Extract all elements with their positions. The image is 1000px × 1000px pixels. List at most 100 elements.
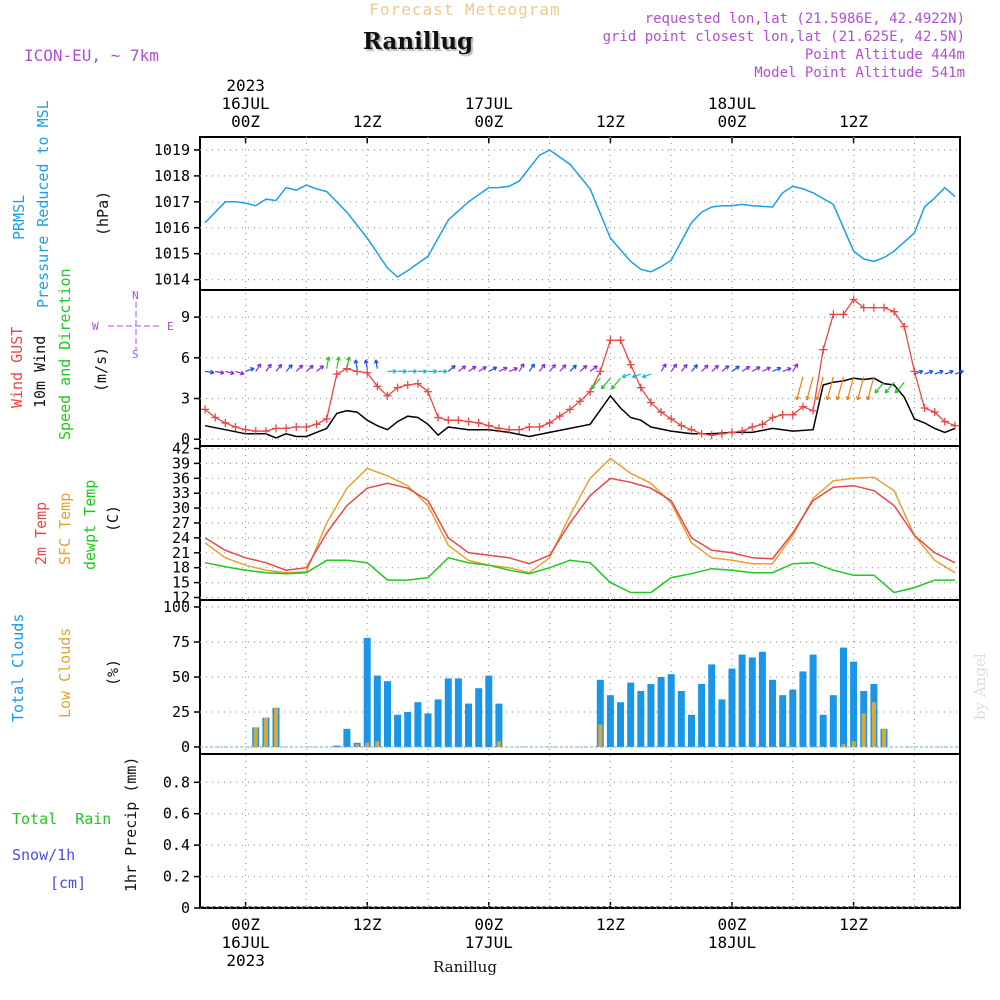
ytick-wind: 0	[181, 430, 190, 448]
wind-arrow	[353, 359, 359, 369]
bar-total_clouds	[779, 695, 787, 747]
wind-arrow	[518, 363, 525, 372]
ytick-precip: 0.6	[163, 805, 190, 823]
series-wind_gust	[204, 298, 956, 436]
wind-gust-label: Wind GUST	[8, 327, 26, 408]
wind-arrow	[245, 367, 255, 372]
ytick-pressure: 1014	[154, 271, 190, 289]
wind-arrow	[235, 370, 245, 376]
bar-total_clouds	[657, 677, 665, 747]
wind-arrow	[782, 367, 792, 372]
wind-arrow	[559, 364, 567, 372]
point-altitude: Point Altitude 444m	[805, 47, 965, 63]
wind-arrow	[335, 356, 341, 369]
bar-low_clouds	[861, 713, 866, 747]
grid-lines	[194, 137, 960, 909]
ytick-temp: 42	[172, 439, 190, 457]
bottom-time-label: 2023	[226, 951, 265, 970]
gust-marker	[282, 424, 291, 433]
bar-low_clouds	[882, 728, 886, 747]
bar-low_clouds	[253, 727, 258, 747]
gust-marker	[363, 368, 372, 377]
wind-arrow	[590, 377, 601, 390]
gust-marker	[444, 416, 453, 425]
bottom-time-label: 16JUL	[222, 933, 270, 952]
bar-total_clouds	[698, 684, 706, 747]
bar-total_clouds	[627, 682, 635, 747]
wind-arrow	[731, 365, 740, 372]
wind-arrow	[934, 369, 944, 375]
precip-ylabel: 1hr Precip (mm)	[122, 757, 140, 892]
series-layer	[200, 149, 960, 908]
wind-arrow	[721, 365, 730, 372]
wind-arrow	[680, 363, 688, 372]
wind-arrow	[478, 366, 487, 372]
bar-total_clouds	[708, 664, 716, 747]
wind-arrow	[346, 356, 351, 369]
bar-low_clouds	[871, 702, 876, 747]
bar-low_clouds	[841, 744, 846, 747]
wind-arrow	[579, 364, 588, 372]
bar-total_clouds	[819, 714, 827, 747]
precip-rain-label: Total Rain	[12, 810, 111, 828]
pressure-label-reduced: Pressure Reduced to MSL	[34, 100, 52, 308]
temp-2m-label: 2m Temp	[32, 502, 50, 565]
ytick-wind: 3	[181, 390, 190, 408]
gust-marker	[859, 303, 868, 312]
series-wind_10m	[204, 377, 956, 439]
bar-low_clouds	[496, 741, 501, 747]
gust-marker	[940, 417, 949, 426]
gust-marker	[505, 425, 514, 434]
bar-total_clouds	[647, 684, 655, 747]
wind-arrow	[914, 369, 924, 375]
ytick-pressure: 1015	[154, 245, 190, 263]
pressure-unit: (hPa)	[94, 191, 112, 236]
compass-north: N	[132, 289, 139, 302]
wind-10m-label: 10m Wind	[31, 336, 49, 408]
model-altitude: Model Point Altitude 541m	[754, 65, 965, 81]
bar-total_clouds	[394, 714, 402, 747]
ytick-clouds: 100	[163, 598, 190, 616]
temp-dew-label: dewpt Temp	[81, 480, 99, 570]
top-time-label: 00Z	[474, 112, 503, 131]
gust-marker	[738, 427, 747, 436]
wind-arrow	[701, 364, 709, 372]
wind-arrow	[845, 376, 855, 401]
ytick-precip: 0.2	[163, 868, 190, 886]
gust-marker	[900, 322, 909, 331]
wind-arrow	[275, 363, 283, 372]
ytick-temp: 21	[172, 544, 190, 562]
bar-total_clouds	[404, 712, 412, 747]
wind-arrow	[741, 365, 751, 372]
wind-arrow	[600, 377, 611, 390]
series-dewpt	[204, 556, 955, 594]
gust-marker	[687, 425, 696, 434]
ytick-wind: 6	[181, 349, 190, 367]
ytick-clouds: 0	[181, 738, 190, 756]
wind-arrow	[825, 376, 834, 401]
wind-arrow	[874, 381, 885, 394]
model-label: ICON-EU, ~ 7km	[24, 46, 159, 65]
wind-arrow	[884, 381, 895, 394]
station-title: Ranillug	[363, 28, 473, 55]
ytick-precip: 0	[181, 899, 190, 917]
wind-arrow	[438, 368, 448, 374]
gust-marker	[241, 425, 250, 434]
clouds-low-label: Low Clouds	[56, 628, 74, 718]
wind-arrow	[815, 376, 824, 401]
wind-arrow	[215, 370, 225, 375]
ytick-precip: 0.4	[163, 836, 190, 854]
gust-marker	[545, 418, 554, 427]
gust-marker	[880, 303, 888, 312]
gust-marker	[930, 408, 939, 417]
bar-total_clouds	[718, 699, 726, 747]
gust-marker	[201, 405, 210, 414]
wind-arrow	[792, 363, 799, 372]
gust-marker	[748, 423, 757, 432]
gust-marker	[211, 413, 220, 422]
bottom-time-label: 00Z	[474, 915, 503, 934]
wind-arrow	[835, 376, 845, 401]
top-time-label: 12Z	[596, 112, 625, 131]
gust-marker	[586, 387, 595, 396]
